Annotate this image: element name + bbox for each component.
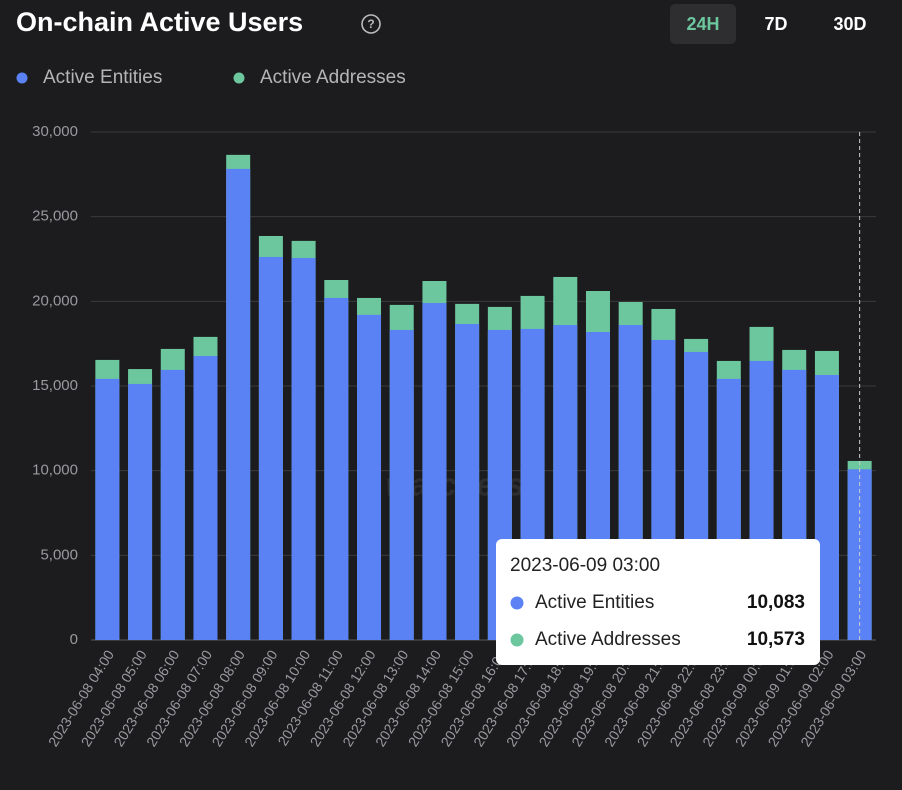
bar bbox=[291, 257, 316, 640]
help-mark[interactable]: ? bbox=[367, 17, 374, 31]
bar bbox=[455, 324, 480, 640]
range-button[interactable]: 7D bbox=[764, 14, 787, 34]
range-button[interactable]: 30D bbox=[833, 14, 866, 34]
tooltip-value: 10,573 bbox=[747, 629, 805, 650]
bar bbox=[160, 369, 185, 640]
help-circle[interactable] bbox=[361, 14, 381, 34]
y-tick-label: 0 bbox=[70, 631, 78, 648]
bar bbox=[389, 329, 414, 640]
tooltip-value: 10,083 bbox=[747, 592, 805, 613]
tooltip bbox=[496, 539, 820, 665]
y-tick-label: 20,000 bbox=[32, 292, 78, 309]
legend-marker[interactable] bbox=[233, 72, 245, 84]
tooltip-marker bbox=[510, 633, 524, 647]
tooltip-name: Active Addresses bbox=[535, 629, 681, 650]
y-tick-label: 5,000 bbox=[40, 546, 78, 563]
tooltip-marker bbox=[510, 596, 524, 610]
range-button[interactable]: 24H bbox=[686, 14, 719, 34]
y-tick-label: 10,000 bbox=[32, 462, 78, 479]
tooltip-title: 2023-06-09 03:00 bbox=[510, 555, 660, 576]
y-tick-label: 15,000 bbox=[32, 377, 78, 394]
y-tick-label: 25,000 bbox=[32, 208, 78, 225]
legend-label[interactable]: Active Entities bbox=[43, 67, 162, 88]
bar bbox=[422, 303, 447, 640]
bar bbox=[193, 356, 218, 640]
bar bbox=[128, 383, 153, 640]
legend-label[interactable]: Active Addresses bbox=[260, 67, 406, 88]
help-icon[interactable]: ? bbox=[361, 14, 381, 34]
title: On-chain Active Users bbox=[16, 7, 303, 37]
bar bbox=[357, 314, 382, 640]
legend-marker[interactable] bbox=[16, 72, 28, 84]
y-tick-label: 30,000 bbox=[32, 123, 78, 140]
range-button-bg[interactable] bbox=[670, 4, 736, 44]
bar bbox=[258, 256, 283, 640]
tooltip-name: Active Entities bbox=[535, 592, 654, 613]
bar bbox=[226, 168, 251, 640]
bar bbox=[324, 297, 349, 640]
bar bbox=[95, 378, 120, 640]
